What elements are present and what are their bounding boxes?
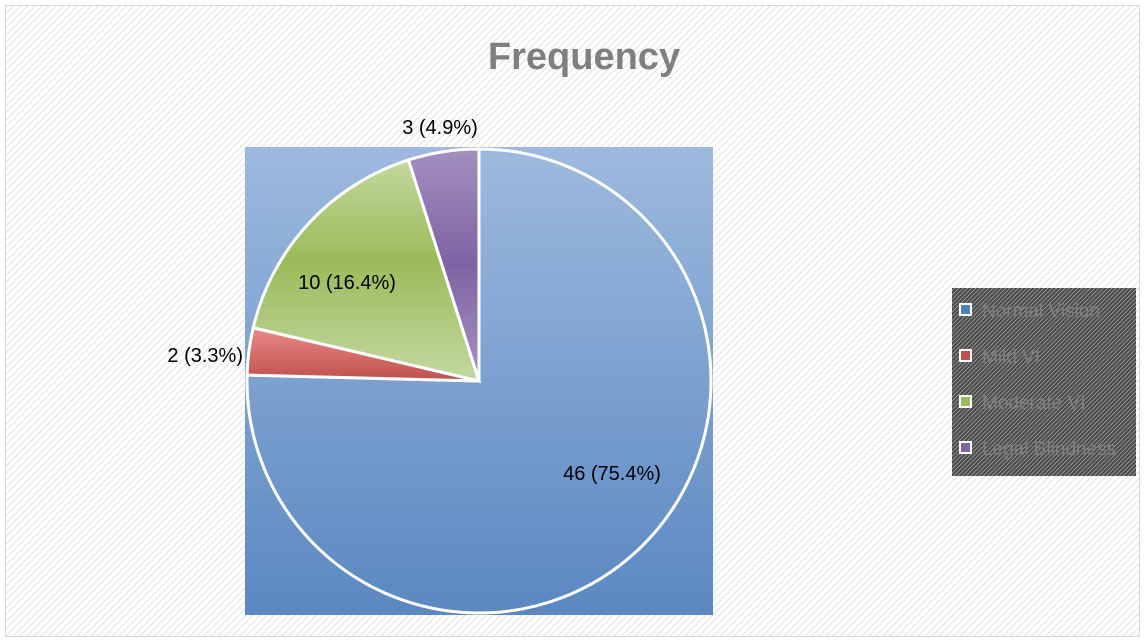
legend-label-mild-vi: Mild VI xyxy=(982,347,1040,368)
legend-swatch-mild-vi xyxy=(959,349,972,362)
legend-entry-moderate-vi: Moderate VI xyxy=(959,393,1086,414)
data-label-moderate-vi: 10 (16.4%) xyxy=(298,272,396,294)
legend-label-moderate-vi: Moderate VI xyxy=(982,393,1086,414)
data-label-mild-vi: 2 (3.3%) xyxy=(167,345,243,367)
slice-moderate-vi xyxy=(251,158,482,384)
pie-data-labels: 46 (75.4%) 2 (3.3%) 10 (16.4%) 3 (4.9%) xyxy=(167,117,661,485)
legend-entry-mild-vi: Mild VI xyxy=(959,347,1040,368)
pie-chart: Frequency 46 (75.4%) 2 (3.3%) 10 (16.4%) 3 … xyxy=(6,6,1139,636)
chart-area: Frequency 46 (75.4%) 2 (3.3%) 10 (16.4%) 3 … xyxy=(5,5,1140,637)
legend-label-legal-blindness: Legal Blindness xyxy=(982,439,1116,460)
legend-label-normal-vision: Normal Vision xyxy=(982,301,1100,322)
slice-moderate-vi-group xyxy=(251,158,482,384)
slice-legal-blindness xyxy=(406,147,481,382)
data-label-normal-vision: 46 (75.4%) xyxy=(563,463,661,485)
legend-swatch-legal-blindness xyxy=(959,441,972,454)
chart-title: Frequency xyxy=(488,36,680,78)
legend-swatch-moderate-vi xyxy=(959,395,972,408)
slice-legal-blindness-group xyxy=(406,147,481,382)
legend-entry-normal-vision: Normal Vision xyxy=(959,301,1100,322)
pie-slices xyxy=(245,147,713,615)
legend-box xyxy=(952,288,1136,476)
legend-swatch-normal-vision xyxy=(959,303,972,316)
legend: Normal Vision Mild VI Moderate VI Legal … xyxy=(952,288,1136,476)
data-label-legal-blindness: 3 (4.9%) xyxy=(402,117,478,139)
legend-entry-legal-blindness: Legal Blindness xyxy=(959,439,1116,460)
